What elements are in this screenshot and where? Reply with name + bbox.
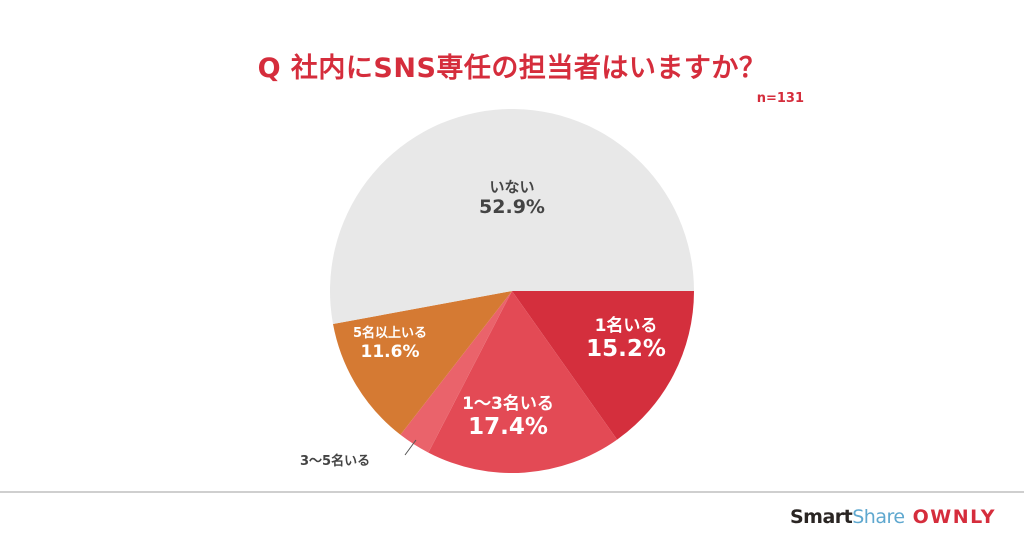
label-one-to-three: 1〜3名いる 17.4% [438, 394, 578, 442]
label-one-name: 1名いる [594, 316, 658, 336]
label-inai-name: いない [489, 178, 535, 196]
pie-slice [330, 109, 694, 324]
pie-slice [333, 291, 512, 435]
sample-size: n=131 [756, 91, 804, 106]
pie-slice [428, 291, 618, 473]
brand-ownly: OWNLY [912, 506, 996, 528]
pie-slice [400, 291, 512, 453]
label-one-to-three-value: 17.4% [468, 414, 548, 441]
label-inai: いない 52.9% [432, 178, 592, 219]
footer-divider [0, 491, 1024, 493]
leader-line [404, 439, 417, 456]
pie-slice [512, 291, 694, 440]
label-five-plus-name: 5名以上いる [352, 326, 428, 341]
label-three-to-five: 3〜5名いる [300, 454, 371, 469]
label-inai-value: 52.9% [479, 196, 545, 218]
label-five-plus-value: 11.6% [360, 341, 420, 362]
brand-share: Share [852, 506, 905, 528]
label-one-value: 15.2% [586, 336, 666, 363]
label-five-plus: 5名以上いる 11.6% [330, 326, 450, 362]
brand-logo: SmartShare OWNLY [790, 506, 996, 528]
label-one-to-three-name: 1〜3名いる [462, 394, 554, 414]
label-one: 1名いる 15.2% [556, 316, 696, 364]
brand-smart: Smart [789, 506, 853, 528]
chart-title: Q 社内にSNS専任の担当者はいますか？ [257, 53, 767, 84]
